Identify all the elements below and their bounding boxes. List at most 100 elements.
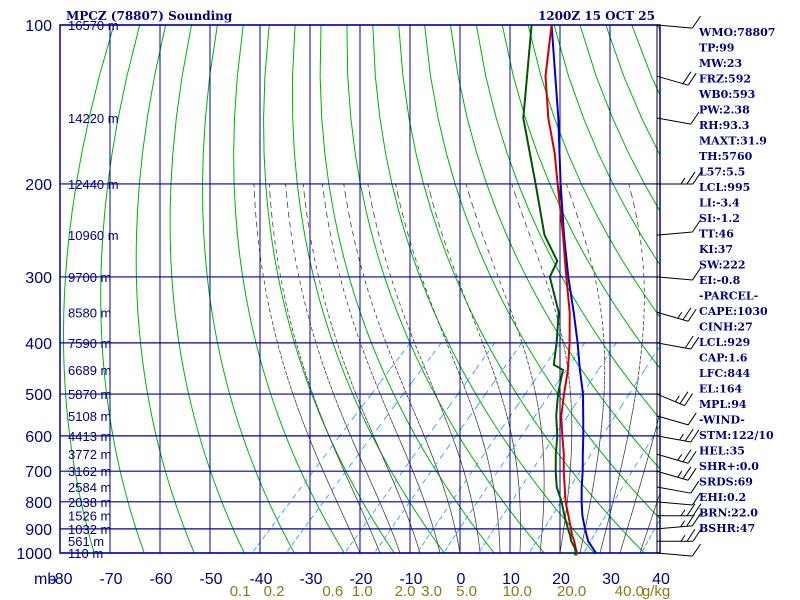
dry-adiabat-line <box>65 405 68 416</box>
dry-adiabat-line <box>587 435 596 446</box>
moist-adiabat-line <box>414 536 416 539</box>
moist-adiabat-line <box>594 276 597 285</box>
moist-adiabat-line <box>539 415 541 421</box>
moist-adiabat-line <box>278 269 282 277</box>
moist-adiabat-line <box>296 269 300 277</box>
moist-adiabat-line <box>384 512 386 516</box>
dry-adiabat-line <box>107 405 111 416</box>
mixing-ratio-line <box>419 479 426 488</box>
dry-adiabat-line <box>232 405 237 417</box>
mixing-ratio-line <box>461 479 468 488</box>
wind-barb-half <box>679 433 684 441</box>
dry-adiabat-line <box>162 462 166 472</box>
dry-adiabat-line <box>298 356 304 371</box>
dry-adiabat-line <box>398 210 407 236</box>
dry-adiabat-line <box>621 369 632 383</box>
moist-adiabat-line <box>394 364 397 371</box>
dry-adiabat-line <box>102 210 106 236</box>
moist-adiabat-line <box>541 269 546 278</box>
moist-adiabat-line <box>343 183 346 196</box>
moist-adiabat-line <box>336 454 339 458</box>
dry-adiabat-line <box>455 501 462 510</box>
moist-adiabat-line <box>636 492 639 497</box>
moist-adiabat-line <box>601 543 603 547</box>
stat-line: -WIND- <box>699 414 745 427</box>
moist-adiabat-line <box>328 435 331 440</box>
mixing-ratio-line <box>364 435 373 446</box>
moist-adiabat-line <box>254 205 257 217</box>
height-label: 2038 m <box>68 495 111 510</box>
stat-line: TT:46 <box>699 228 734 241</box>
dry-adiabat-line <box>106 393 109 406</box>
moist-adiabat-line <box>650 443 653 448</box>
moist-adiabat-line <box>368 364 371 371</box>
mixing-ratio-line <box>443 546 448 554</box>
dry-adiabat-line <box>583 540 590 548</box>
moist-adiabat-line <box>652 510 655 514</box>
dry-adiabat-line <box>508 508 515 517</box>
mixing-ratio-label: 5.0 <box>456 583 477 600</box>
pressure-tick-label: 700 <box>25 464 52 481</box>
mixing-ratio-line <box>481 486 488 495</box>
dry-adiabat-line <box>285 312 291 329</box>
moist-adiabat-line <box>445 495 448 500</box>
mixing-ratio-line <box>294 534 300 542</box>
moist-adiabat-line <box>400 305 404 313</box>
moist-adiabat-line <box>423 284 428 292</box>
dry-adiabat-line <box>616 470 625 480</box>
mixing-ratio-line <box>477 453 485 464</box>
moist-adiabat-line <box>392 533 395 537</box>
moist-adiabat-line <box>518 205 524 217</box>
moist-adiabat-line <box>416 543 419 547</box>
moist-adiabat-line <box>385 407 389 412</box>
moist-adiabat-line <box>295 261 298 270</box>
moist-adiabat-line <box>405 512 408 516</box>
dry-adiabat-line <box>267 210 272 236</box>
mixing-ratio-line <box>466 470 473 480</box>
moist-adiabat-line <box>596 284 599 292</box>
moist-adiabat-line <box>638 364 641 370</box>
moist-adiabat-line <box>452 518 454 522</box>
moist-adiabat-line <box>622 457 624 462</box>
moist-adiabat-line <box>327 480 330 485</box>
moist-adiabat-line <box>651 515 653 519</box>
dry-adiabat-line <box>354 295 361 313</box>
height-label: 14220 m <box>68 111 119 126</box>
moist-adiabat-line <box>593 480 595 485</box>
mixing-ratio-line <box>339 425 348 437</box>
mixing-ratio-line <box>334 478 341 488</box>
mixing-ratio-line <box>425 470 432 480</box>
dry-adiabat-line <box>332 445 339 455</box>
moist-adiabat-line <box>642 261 644 270</box>
wind-barb-flag <box>687 467 697 481</box>
moist-adiabat-line <box>343 291 347 299</box>
moist-adiabat-line <box>372 305 376 313</box>
moist-adiabat-line <box>324 369 327 376</box>
dry-adiabat-line <box>571 470 579 480</box>
moist-adiabat-line <box>644 536 646 539</box>
moist-adiabat-line <box>336 402 340 408</box>
moist-adiabat-line <box>413 474 416 478</box>
moist-adiabat-line <box>630 415 633 421</box>
moist-adiabat-line <box>374 379 377 385</box>
moist-adiabat-line <box>581 541 583 544</box>
dry-adiabat-line <box>638 546 645 554</box>
dry-adiabat-line <box>233 76 238 119</box>
dry-adiabat-line <box>328 183 334 212</box>
moist-adiabat-line <box>465 298 469 306</box>
dry-adiabat-line <box>612 117 630 154</box>
moist-adiabat-line <box>590 495 592 500</box>
valid-time: 1200Z 15 OCT 25 <box>538 9 655 23</box>
pressure-tick-label: 600 <box>25 429 52 446</box>
moist-adiabat-line <box>387 348 391 355</box>
stat-line: WMO:78807 <box>698 26 775 39</box>
moist-adiabat-line <box>465 183 470 196</box>
wind-barb <box>656 470 689 481</box>
dry-adiabat-line <box>465 515 472 523</box>
mixing-ratio-line <box>449 435 457 446</box>
dry-adiabat-line <box>178 342 182 357</box>
moist-adiabat-line <box>511 183 516 196</box>
dry-adiabat-line <box>111 117 119 154</box>
dry-adiabat-line <box>71 183 77 212</box>
pressure-tick-label: 500 <box>25 387 52 404</box>
